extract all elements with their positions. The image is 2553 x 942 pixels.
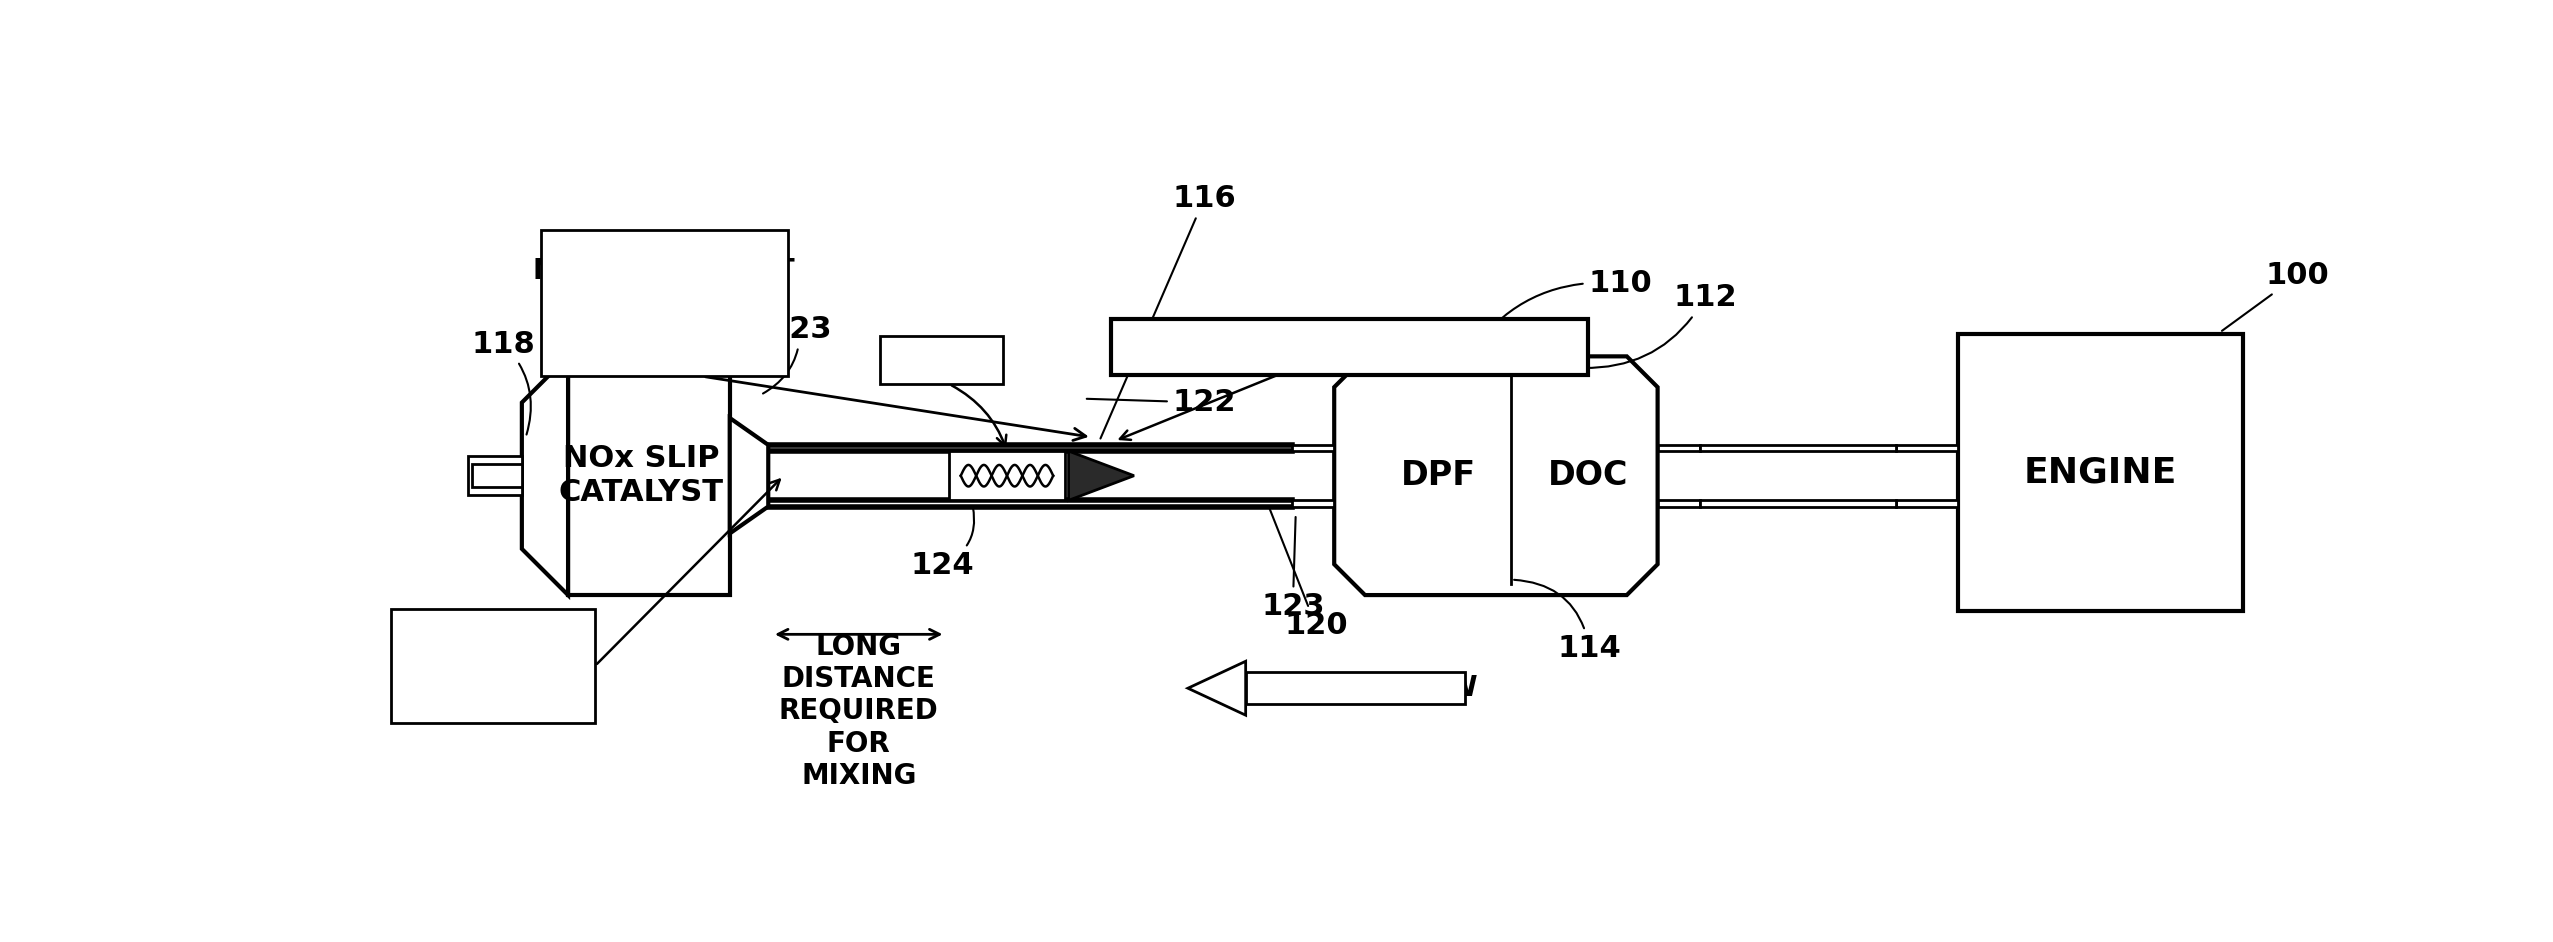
- Polygon shape: [569, 356, 730, 595]
- Polygon shape: [1187, 661, 1246, 715]
- Bar: [467, 457, 521, 495]
- Text: INJECTOR/ INJECTOR BOSS: INJECTOR/ INJECTOR BOSS: [1136, 333, 1562, 361]
- Text: DPF: DPF: [1402, 459, 1476, 493]
- Bar: [950, 451, 1065, 500]
- Text: EXHAUST FLOW: EXHAUST FLOW: [1233, 674, 1478, 702]
- Bar: [1958, 334, 2242, 611]
- Text: 110: 110: [1465, 268, 1652, 359]
- Bar: [472, 464, 521, 487]
- Text: 122: 122: [1088, 388, 1236, 417]
- Text: 114: 114: [1514, 580, 1621, 662]
- Bar: [1657, 445, 1700, 451]
- Polygon shape: [521, 356, 569, 595]
- Polygon shape: [730, 418, 768, 533]
- Bar: [1657, 500, 1700, 507]
- Bar: [881, 336, 1003, 384]
- Text: 116: 116: [1100, 184, 1236, 439]
- Text: 112: 112: [1583, 284, 1736, 368]
- Bar: [391, 609, 595, 723]
- Text: NOx SLIP
CATALYST: NOx SLIP CATALYST: [559, 445, 722, 507]
- Bar: [1700, 500, 1897, 507]
- Bar: [1292, 500, 1335, 507]
- Text: LONG
DISTANCE
REQUIRED
FOR
MIXING: LONG DISTANCE REQUIRED FOR MIXING: [779, 632, 940, 790]
- Text: 118: 118: [472, 330, 536, 434]
- Bar: [1897, 445, 1958, 451]
- Text: NH3 REDUCTANT
SPRAYED FROM
INJECTOR: NH3 REDUCTANT SPRAYED FROM INJECTOR: [534, 257, 794, 349]
- Text: MIXING
OCCURS: MIXING OCCURS: [429, 636, 557, 696]
- Text: DOC: DOC: [1547, 459, 1629, 493]
- Text: 124: 124: [911, 507, 975, 579]
- Text: 100: 100: [2221, 261, 2331, 331]
- Polygon shape: [1335, 356, 1657, 595]
- Polygon shape: [1070, 451, 1134, 500]
- Bar: [1111, 319, 1588, 375]
- Text: 120: 120: [1269, 509, 1348, 641]
- Text: MIXER: MIXER: [888, 347, 993, 374]
- Bar: [1700, 445, 1897, 451]
- Text: 123: 123: [763, 315, 832, 394]
- Text: ENGINE: ENGINE: [2025, 456, 2178, 490]
- Bar: [541, 230, 786, 377]
- Bar: [1897, 500, 1958, 507]
- Bar: [1292, 445, 1335, 451]
- Bar: [1246, 672, 1465, 705]
- Text: 123: 123: [1261, 517, 1325, 621]
